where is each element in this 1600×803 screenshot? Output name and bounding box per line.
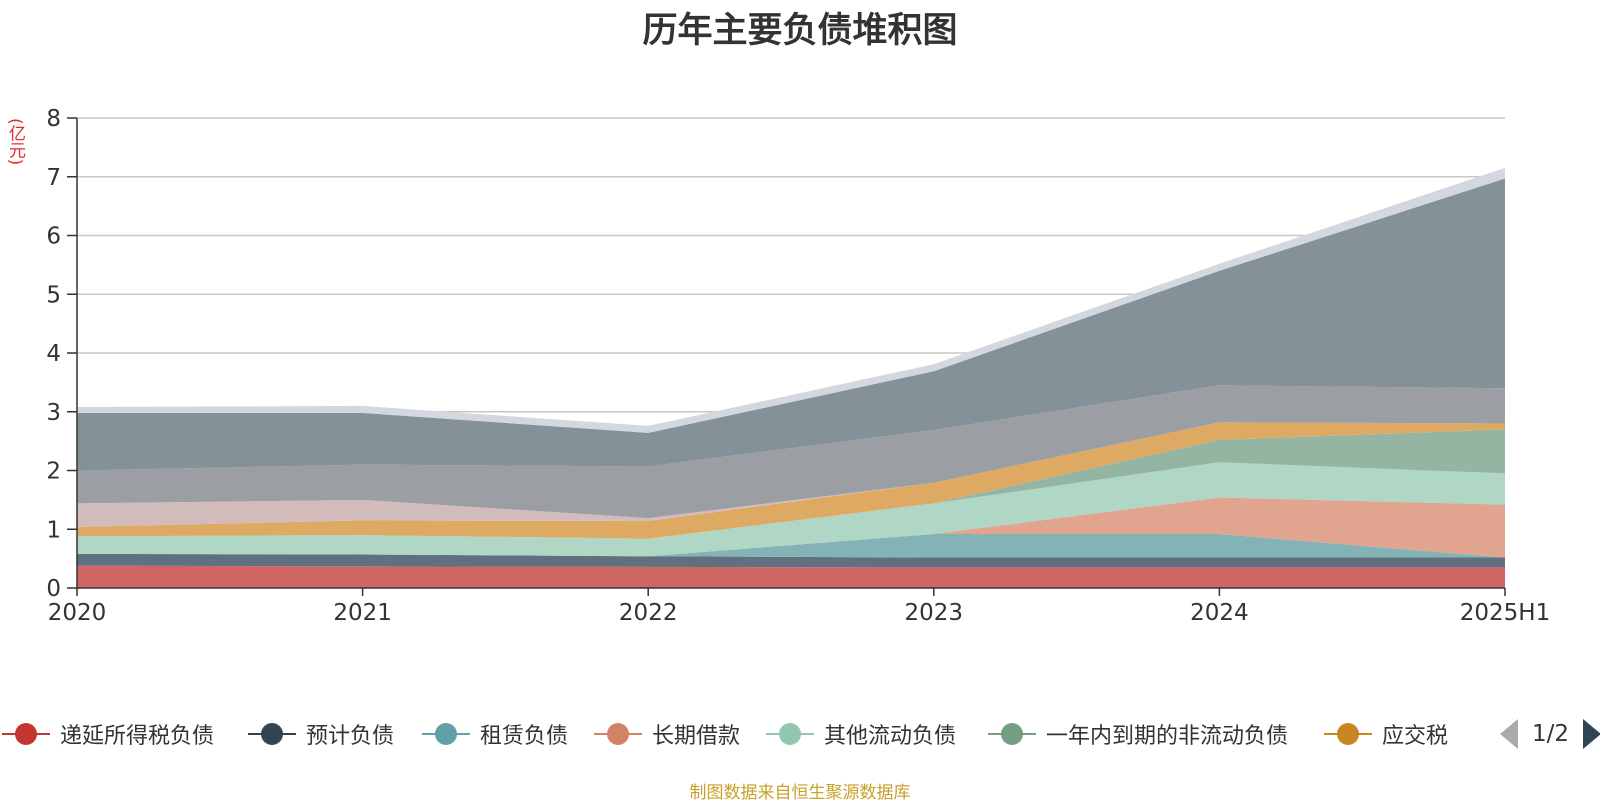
legend-prev-page-icon[interactable]	[1500, 719, 1518, 749]
y-tick-label: 1	[46, 517, 61, 543]
x-tick-label: 2025H1	[1460, 600, 1550, 626]
area-series-1	[77, 553, 1505, 568]
y-tick-label: 8	[46, 106, 61, 132]
legend-pager: 1/2	[1500, 714, 1600, 754]
source-note: 制图数据来自恒生聚源数据库	[689, 783, 911, 803]
x-tick-label: 2024	[1190, 600, 1249, 626]
axes: 0 1 2 3 4 5 6 7 8 2020 2021 2022 2023 2024 2025H1	[46, 106, 1550, 626]
area-series-8	[77, 385, 1505, 519]
legend-marker-icon	[246, 712, 298, 756]
chart-title: 历年主要负债堆积图	[642, 11, 958, 51]
legend-label: 一年内到期的非流动负债	[1046, 724, 1289, 749]
area-series-6	[77, 422, 1505, 539]
x-tick-label: 2020	[48, 600, 107, 626]
x-tick-label: 2022	[619, 600, 678, 626]
y-tick-label: 7	[46, 165, 61, 191]
area-series-2	[77, 534, 1505, 558]
legend-label: 长期借款	[652, 724, 741, 749]
legend-page-indicator: 1/2	[1532, 721, 1570, 747]
legend-label: 其他流动负债	[824, 724, 957, 749]
legend-item[interactable]: 预计负债	[246, 712, 394, 756]
area-series-9	[77, 178, 1505, 471]
y-tick-label: 3	[46, 400, 61, 426]
x-tick-label: 2021	[333, 600, 392, 626]
legend-marker-icon	[764, 712, 816, 756]
legend-marker-icon	[1322, 712, 1374, 756]
legend-marker-icon	[0, 712, 52, 756]
area-series-0	[77, 565, 1505, 588]
stacked-areas	[77, 167, 1505, 588]
y-tick-label: 6	[46, 224, 61, 250]
area-series-3	[77, 497, 1505, 558]
legend-item[interactable]: 递延所得税负债	[0, 712, 214, 756]
x-tick-label: 2023	[905, 600, 964, 626]
legend-marker-icon	[592, 712, 644, 756]
y-tick-label: 5	[46, 282, 61, 308]
y-axis-unit-label: (亿元)	[5, 118, 25, 166]
legend-item[interactable]: 其他流动负债	[764, 712, 956, 756]
legend-marker-icon	[420, 712, 472, 756]
legend-label: 租赁负债	[480, 724, 569, 749]
legend-item[interactable]: 一年内到期的非流动负债	[986, 712, 1288, 756]
legend-next-page-icon[interactable]	[1583, 719, 1600, 749]
legend-item[interactable]: 长期借款	[592, 712, 740, 756]
y-tick-label: 0	[46, 576, 61, 602]
legend-marker-icon	[986, 712, 1038, 756]
legend-item[interactable]: 应交税	[1322, 712, 1448, 756]
legend: 递延所得税负债 预计负债 租赁负债 长期借款 其他流动负债 一年内到期的非流动负债 应交税	[0, 712, 1600, 756]
legend-label: 递延所得税负债	[60, 724, 215, 749]
legend-label: 应交税	[1382, 724, 1449, 749]
legend-label: 预计负债	[306, 724, 395, 749]
legend-item[interactable]: 租赁负债	[420, 712, 568, 756]
y-tick-label: 2	[46, 459, 61, 485]
area-series-4	[77, 462, 1505, 557]
area-series-5	[77, 429, 1505, 539]
y-tick-label: 4	[46, 341, 61, 367]
area-series-7	[77, 422, 1505, 527]
